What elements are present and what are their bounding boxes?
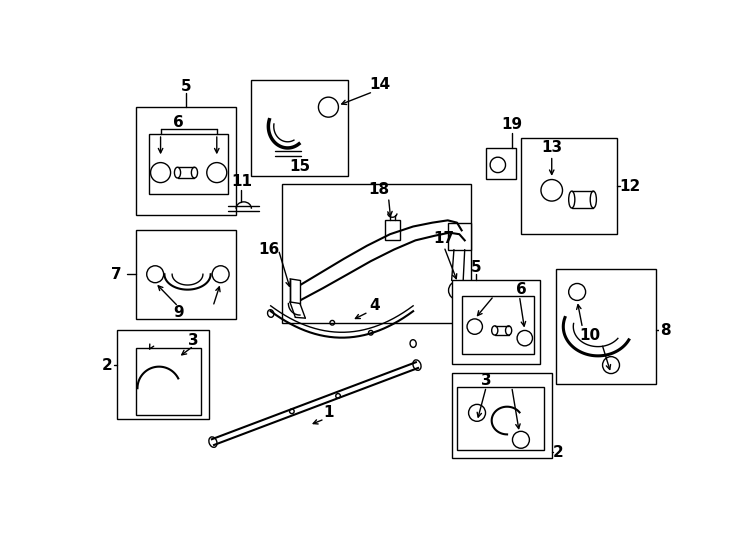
Bar xyxy=(487,148,515,179)
Bar xyxy=(149,134,228,194)
Text: 2: 2 xyxy=(102,357,113,373)
Text: 9: 9 xyxy=(173,305,184,320)
Bar xyxy=(385,220,400,240)
Text: 3: 3 xyxy=(481,373,492,388)
Text: 11: 11 xyxy=(231,174,252,190)
Text: 12: 12 xyxy=(619,179,641,194)
Bar xyxy=(457,387,544,450)
Text: 18: 18 xyxy=(368,182,389,197)
Text: 4: 4 xyxy=(369,298,380,313)
Text: 8: 8 xyxy=(661,323,671,338)
Bar xyxy=(451,280,540,363)
Bar xyxy=(462,296,534,354)
Text: 6: 6 xyxy=(173,115,184,130)
Bar xyxy=(283,184,471,323)
Text: 7: 7 xyxy=(112,267,122,282)
Text: 5: 5 xyxy=(181,79,192,94)
Bar xyxy=(521,138,617,234)
Bar xyxy=(136,107,236,215)
Text: 13: 13 xyxy=(541,140,562,154)
Bar xyxy=(448,222,471,249)
Text: 19: 19 xyxy=(501,117,523,132)
Text: 16: 16 xyxy=(258,242,280,257)
Text: 10: 10 xyxy=(580,328,601,343)
Text: 17: 17 xyxy=(433,231,454,246)
Bar xyxy=(136,231,236,319)
Bar xyxy=(117,330,209,419)
Text: 2: 2 xyxy=(553,444,563,460)
Text: 3: 3 xyxy=(189,333,199,348)
Text: 15: 15 xyxy=(289,159,310,174)
Text: 14: 14 xyxy=(369,77,390,92)
Bar xyxy=(451,373,552,457)
Bar xyxy=(556,269,655,384)
Bar xyxy=(136,348,201,415)
Text: 6: 6 xyxy=(515,282,526,297)
Bar xyxy=(252,80,348,177)
Text: 5: 5 xyxy=(471,260,482,275)
Text: 1: 1 xyxy=(323,406,334,420)
